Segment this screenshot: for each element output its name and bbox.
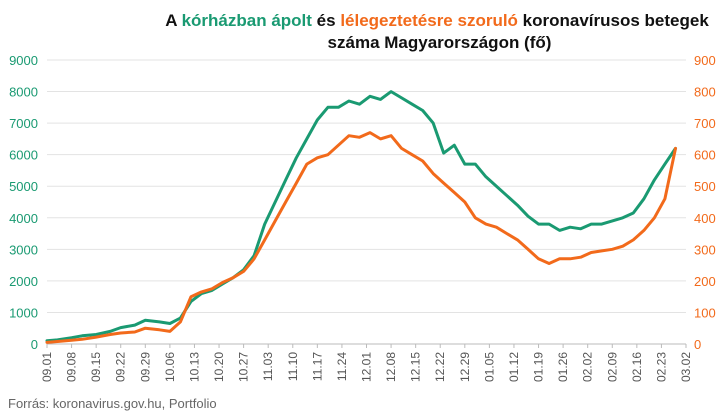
y-tick-right: 500 xyxy=(694,179,716,194)
series-line-hospitalized xyxy=(45,90,677,343)
y-tick-left: 0 xyxy=(31,337,38,352)
x-tick-label: 03.02 xyxy=(679,352,693,382)
y-tick-left: 3000 xyxy=(9,242,38,257)
title-part-1: A xyxy=(165,11,182,30)
x-tick-label: 10.06 xyxy=(163,352,177,382)
x-tick-label: 10.27 xyxy=(237,352,251,382)
title-part-5: koronavírusos betegek xyxy=(517,11,709,30)
y-tick-right: 100 xyxy=(694,305,716,320)
y-tick-left: 1000 xyxy=(9,305,38,320)
x-tick-label: 12.15 xyxy=(409,352,423,382)
x-tick-label: 02.23 xyxy=(654,352,668,382)
x-tick-label: 01.05 xyxy=(482,352,496,382)
x-tick-label: 10.20 xyxy=(212,352,226,382)
y-tick-left: 6000 xyxy=(9,148,38,163)
x-tick-label: 11.10 xyxy=(286,352,300,381)
x-tick-label: 01.19 xyxy=(532,352,546,382)
y-tick-right: 600 xyxy=(694,148,716,163)
x-tick-label: 11.03 xyxy=(261,352,275,381)
x-tick-label: 10.13 xyxy=(187,352,201,382)
series-line-ventilated xyxy=(45,131,677,344)
x-tick-label: 09.29 xyxy=(138,352,152,382)
y-tick-right: 900 xyxy=(694,53,716,68)
x-tick-label: 02.09 xyxy=(605,352,619,382)
y-tick-left: 5000 xyxy=(9,179,38,194)
title-line-2: száma Magyarországon (fő) xyxy=(327,33,552,52)
y-tick-right: 400 xyxy=(694,211,716,226)
x-tick-label: 01.26 xyxy=(556,352,570,382)
x-tick-label: 09.22 xyxy=(114,352,128,382)
title-hospitalized: kórházban ápolt xyxy=(181,11,312,30)
y-tick-right: 800 xyxy=(694,85,716,100)
x-tick-label: 12.08 xyxy=(384,352,398,382)
y-tick-left: 4000 xyxy=(9,211,38,226)
x-tick-label: 11.24 xyxy=(335,352,349,381)
title-part-3: és xyxy=(311,11,341,30)
x-tick-label: 12.29 xyxy=(458,352,472,382)
y-tick-right: 300 xyxy=(694,242,716,257)
y-tick-right: 700 xyxy=(694,116,716,131)
x-tick-label: 11.17 xyxy=(310,352,324,381)
title-ventilated: lélegeztetésre szoruló xyxy=(340,11,518,30)
x-tick-label: 01.12 xyxy=(507,352,521,382)
x-tick-label: 09.08 xyxy=(65,352,79,382)
y-tick-right: 200 xyxy=(694,274,716,289)
source-note: Forrás: koronavirus.gov.hu, Portfolio xyxy=(8,396,217,411)
x-tick-label: 12.01 xyxy=(360,352,374,382)
x-tick-label: 12.22 xyxy=(433,352,447,382)
y-tick-left: 2000 xyxy=(9,274,38,289)
y-tick-left: 8000 xyxy=(9,85,38,100)
x-tick-label: 02.02 xyxy=(581,352,595,382)
x-tick-label: 09.15 xyxy=(89,352,103,382)
x-tick-label: 09.01 xyxy=(40,352,54,382)
y-tick-right: 0 xyxy=(694,337,701,352)
y-tick-left: 9000 xyxy=(9,53,38,68)
y-tick-left: 7000 xyxy=(9,116,38,131)
chart-title: A kórházban ápolt és lélegeztetésre szor… xyxy=(0,10,724,54)
x-tick-label: 02.16 xyxy=(630,352,644,382)
